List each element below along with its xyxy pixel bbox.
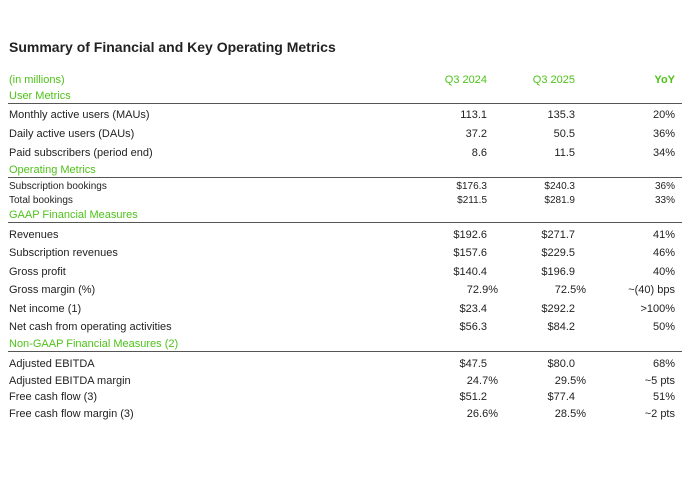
cell-value: $51.2: [459, 391, 487, 403]
header-cell: Q3 2024: [444, 74, 487, 86]
section-rule: [8, 177, 682, 178]
cell-value: 29.5%: [554, 375, 586, 387]
cell-value: 36%: [654, 181, 675, 192]
cell-value: $192.6: [453, 229, 487, 241]
cell-value: 37.2: [465, 128, 487, 140]
cell-value: $196.9: [541, 266, 575, 278]
cell-value: $23.4: [459, 303, 487, 315]
header-cell: Q3 2025: [532, 74, 575, 86]
cell-value: 8.6: [471, 147, 487, 159]
cell-value: $281.9: [544, 195, 575, 206]
cell-value: 24.7%: [466, 375, 498, 387]
section-title: Non-GAAP Financial Measures (2): [9, 338, 179, 350]
cell-value: 113.1: [460, 109, 487, 121]
header-cell: (in millions): [9, 74, 65, 86]
cell-value: 68%: [652, 358, 675, 370]
cell-value: 50%: [652, 321, 675, 333]
row-label: Free cash flow (3): [9, 391, 98, 403]
cell-value: 20%: [652, 109, 675, 121]
row-label: Subscription bookings: [9, 181, 107, 192]
cell-value: $271.7: [541, 229, 575, 241]
cell-value: $176.3: [456, 181, 487, 192]
row-label: Paid subscribers (period end): [9, 147, 153, 159]
cell-value: 41%: [652, 229, 675, 241]
cell-value: $56.3: [459, 321, 487, 333]
cell-value: $80.0: [547, 358, 575, 370]
cell-value: ~2 pts: [644, 408, 675, 420]
cell-value: $229.5: [541, 247, 575, 259]
section-rule: [8, 103, 682, 104]
row-label: Net income (1): [9, 303, 82, 315]
row-label: Net cash from operating activities: [9, 321, 172, 333]
row-label: Daily active users (DAUs): [9, 128, 135, 140]
cell-value: $140.4: [453, 266, 487, 278]
cell-value: $77.4: [547, 391, 575, 403]
cell-value: 72.9%: [466, 284, 498, 296]
row-label: Adjusted EBITDA margin: [9, 375, 131, 387]
section-title: User Metrics: [9, 90, 71, 102]
cell-value: 40%: [652, 266, 675, 278]
cell-value: 36%: [652, 128, 675, 140]
cell-value: $157.6: [453, 247, 487, 259]
section-rule: [8, 222, 682, 223]
row-label: Free cash flow margin (3): [9, 408, 134, 420]
cell-value: 50.5: [553, 128, 575, 140]
cell-value: 33%: [654, 195, 675, 206]
cell-value: 28.5%: [554, 408, 586, 420]
cell-value: $292.2: [541, 303, 575, 315]
section-rule: [8, 351, 682, 352]
cell-value: 34%: [652, 147, 675, 159]
cell-value: $47.5: [459, 358, 487, 370]
cell-value: $240.3: [544, 181, 575, 192]
row-label: Adjusted EBITDA: [9, 358, 95, 370]
row-label: Subscription revenues: [9, 247, 118, 259]
cell-value: 135.3: [547, 109, 575, 121]
cell-value: 72.5%: [554, 284, 586, 296]
row-label: Total bookings: [9, 195, 73, 206]
cell-value: 11.5: [554, 147, 575, 159]
cell-value: 46%: [652, 247, 675, 259]
header-cell: YoY: [654, 74, 675, 86]
row-label: Revenues: [9, 229, 59, 241]
cell-value: ~5 pts: [644, 375, 675, 387]
cell-value: $211.5: [457, 195, 487, 206]
cell-value: $84.2: [547, 321, 575, 333]
section-title: Operating Metrics: [9, 164, 96, 176]
cell-value: 26.6%: [466, 408, 498, 420]
row-label: Monthly active users (MAUs): [9, 109, 150, 121]
cell-value: 51%: [652, 391, 675, 403]
cell-value: ~(40) bps: [628, 284, 675, 296]
row-label: Gross margin (%): [9, 284, 96, 296]
cell-value: >100%: [640, 303, 675, 315]
row-label: Gross profit: [9, 266, 66, 278]
section-title: GAAP Financial Measures: [9, 209, 138, 221]
doc-title: Summary of Financial and Key Operating M…: [9, 39, 336, 55]
